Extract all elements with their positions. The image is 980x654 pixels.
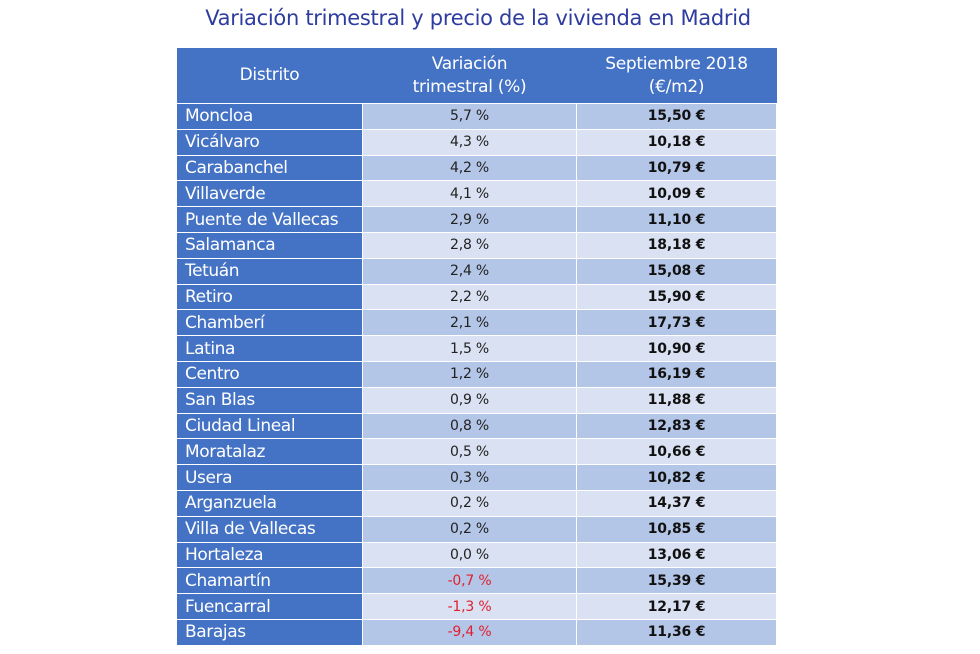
district-cell: Villa de Vallecas bbox=[176, 515, 363, 543]
table-row: Barajas -9,4 % 11,36 € bbox=[176, 618, 777, 646]
price-cell: 10,18 € bbox=[576, 128, 777, 156]
district-cell: Chamartín bbox=[176, 567, 363, 595]
district-cell: Latina bbox=[176, 335, 363, 362]
table-row: Tetuán 2,4 % 15,08 € bbox=[176, 257, 777, 285]
price-cell: 12,83 € bbox=[576, 412, 777, 440]
header-line: Septiembre 2018 bbox=[605, 53, 748, 74]
variation-cell: 2,1 % bbox=[362, 309, 577, 337]
variation-cell: 2,4 % bbox=[362, 257, 577, 285]
price-cell: 12,17 € bbox=[576, 593, 777, 620]
price-cell: 10,79 € bbox=[576, 154, 777, 182]
variation-cell: 4,3 % bbox=[362, 128, 577, 156]
price-cell: 15,50 € bbox=[576, 103, 777, 130]
variation-cell: 5,7 % bbox=[362, 103, 577, 130]
table-row: Usera 0,3 % 10,82 € bbox=[176, 464, 777, 491]
price-cell: 18,18 € bbox=[576, 231, 777, 259]
district-cell: Villaverde bbox=[176, 180, 363, 208]
price-cell: 11,10 € bbox=[576, 206, 777, 233]
district-cell: Centro bbox=[176, 360, 363, 388]
district-cell: Retiro bbox=[176, 283, 363, 311]
price-cell: 10,66 € bbox=[576, 438, 777, 466]
price-cell: 15,08 € bbox=[576, 257, 777, 285]
price-cell: 11,88 € bbox=[576, 386, 777, 414]
district-cell: Salamanca bbox=[176, 231, 363, 259]
district-cell: Moncloa bbox=[176, 103, 363, 130]
table-row: Centro 1,2 % 16,19 € bbox=[176, 360, 777, 388]
district-cell: Fuencarral bbox=[176, 593, 363, 620]
header-line: (€/m2) bbox=[648, 76, 705, 97]
variation-cell: 2,9 % bbox=[362, 206, 577, 233]
header-precio: Septiembre 2018 (€/m2) bbox=[576, 48, 777, 104]
price-cell: 10,85 € bbox=[576, 515, 777, 543]
price-cell: 10,09 € bbox=[576, 180, 777, 208]
price-cell: 17,73 € bbox=[576, 309, 777, 337]
table-row: Villa de Vallecas 0,2 % 10,85 € bbox=[176, 515, 777, 543]
table-row: Arganzuela 0,2 % 14,37 € bbox=[176, 489, 777, 517]
district-cell: Vicálvaro bbox=[176, 128, 363, 156]
variation-cell: 0,3 % bbox=[362, 464, 577, 491]
district-cell: Tetuán bbox=[176, 257, 363, 285]
price-cell: 16,19 € bbox=[576, 360, 777, 388]
variation-cell: 2,8 % bbox=[362, 231, 577, 259]
variation-cell: 0,2 % bbox=[362, 489, 577, 517]
table-row: Hortaleza 0,0 % 13,06 € bbox=[176, 541, 777, 569]
variation-cell: 4,2 % bbox=[362, 154, 577, 182]
district-price-table: Distrito Variación trimestral (%) Septiem… bbox=[176, 48, 777, 646]
variation-cell: 4,1 % bbox=[362, 180, 577, 208]
header-distrito: Distrito bbox=[176, 48, 363, 104]
header-variacion: Variación trimestral (%) bbox=[362, 48, 577, 104]
price-cell: 13,06 € bbox=[576, 541, 777, 569]
table-row: Vicálvaro 4,3 % 10,18 € bbox=[176, 128, 777, 156]
district-cell: Moratalaz bbox=[176, 438, 363, 466]
table-row: San Blas 0,9 % 11,88 € bbox=[176, 386, 777, 414]
header-line: Variación bbox=[431, 53, 508, 74]
table-row: Latina 1,5 % 10,90 € bbox=[176, 335, 777, 362]
variation-cell: -9,4 % bbox=[362, 618, 577, 646]
district-cell: Chamberí bbox=[176, 309, 363, 337]
table-row: Carabanchel 4,2 % 10,79 € bbox=[176, 154, 777, 182]
table-row: Retiro 2,2 % 15,90 € bbox=[176, 283, 777, 311]
district-cell: Puente de Vallecas bbox=[176, 206, 363, 233]
header-row: Distrito Variación trimestral (%) Septiem… bbox=[176, 48, 777, 104]
table-row: Chamberí 2,1 % 17,73 € bbox=[176, 309, 777, 337]
district-cell: Hortaleza bbox=[176, 541, 363, 569]
table-row: Fuencarral -1,3 % 12,17 € bbox=[176, 593, 777, 620]
table-row: Ciudad Lineal 0,8 % 12,83 € bbox=[176, 412, 777, 440]
district-cell: Arganzuela bbox=[176, 489, 363, 517]
variation-cell: 0,2 % bbox=[362, 515, 577, 543]
district-cell: San Blas bbox=[176, 386, 363, 414]
table-row: Puente de Vallecas 2,9 % 11,10 € bbox=[176, 206, 777, 233]
table-row: Villaverde 4,1 % 10,09 € bbox=[176, 180, 777, 208]
variation-cell: 0,5 % bbox=[362, 438, 577, 466]
district-cell: Ciudad Lineal bbox=[176, 412, 363, 440]
district-cell: Usera bbox=[176, 464, 363, 491]
table-row: Moratalaz 0,5 % 10,66 € bbox=[176, 438, 777, 466]
price-cell: 10,90 € bbox=[576, 335, 777, 362]
price-cell: 10,82 € bbox=[576, 464, 777, 491]
table-title: Variación trimestral y precio de la vivi… bbox=[205, 6, 751, 30]
variation-cell: -0,7 % bbox=[362, 567, 577, 595]
table-row: Chamartín -0,7 % 15,39 € bbox=[176, 567, 777, 595]
variation-cell: -1,3 % bbox=[362, 593, 577, 620]
variation-cell: 1,2 % bbox=[362, 360, 577, 388]
variation-cell: 0,0 % bbox=[362, 541, 577, 569]
price-cell: 11,36 € bbox=[576, 618, 777, 646]
price-cell: 15,90 € bbox=[576, 283, 777, 311]
header-line: Distrito bbox=[239, 65, 300, 85]
table-row: Salamanca 2,8 % 18,18 € bbox=[176, 231, 777, 259]
price-cell: 14,37 € bbox=[576, 489, 777, 517]
district-cell: Carabanchel bbox=[176, 154, 363, 182]
header-line: trimestral (%) bbox=[412, 76, 527, 97]
table-row: Moncloa 5,7 % 15,50 € bbox=[176, 103, 777, 130]
price-cell: 15,39 € bbox=[576, 567, 777, 595]
variation-cell: 2,2 % bbox=[362, 283, 577, 311]
variation-cell: 0,9 % bbox=[362, 386, 577, 414]
variation-cell: 0,8 % bbox=[362, 412, 577, 440]
district-cell: Barajas bbox=[176, 618, 363, 646]
variation-cell: 1,5 % bbox=[362, 335, 577, 362]
